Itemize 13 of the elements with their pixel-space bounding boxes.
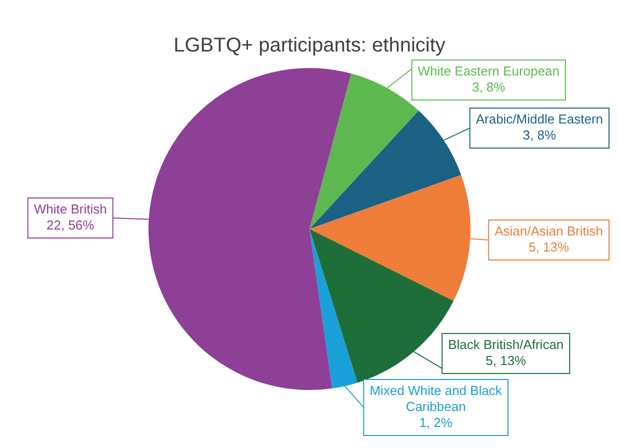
slice-label: Black British/African xyxy=(448,337,564,352)
slice-label: Asian/Asian British xyxy=(494,224,604,239)
slice-label: White British xyxy=(34,202,107,217)
data-label: 5, 13% xyxy=(528,240,570,255)
data-label: 5, 13% xyxy=(486,353,527,368)
slice-label: White Eastern European xyxy=(418,64,560,79)
slice-label: Mixed White and Black Caribbean xyxy=(370,383,502,414)
data-label: 22, 56% xyxy=(46,218,95,233)
data-label: 3, 8% xyxy=(472,80,506,95)
data-label: 3, 8% xyxy=(522,128,556,143)
chart-title: LGBTQ+ participants: ethnicity xyxy=(174,34,446,57)
data-label: 1, 2% xyxy=(419,415,453,430)
slice-label: Arabic/Middle Eastern xyxy=(476,112,603,127)
